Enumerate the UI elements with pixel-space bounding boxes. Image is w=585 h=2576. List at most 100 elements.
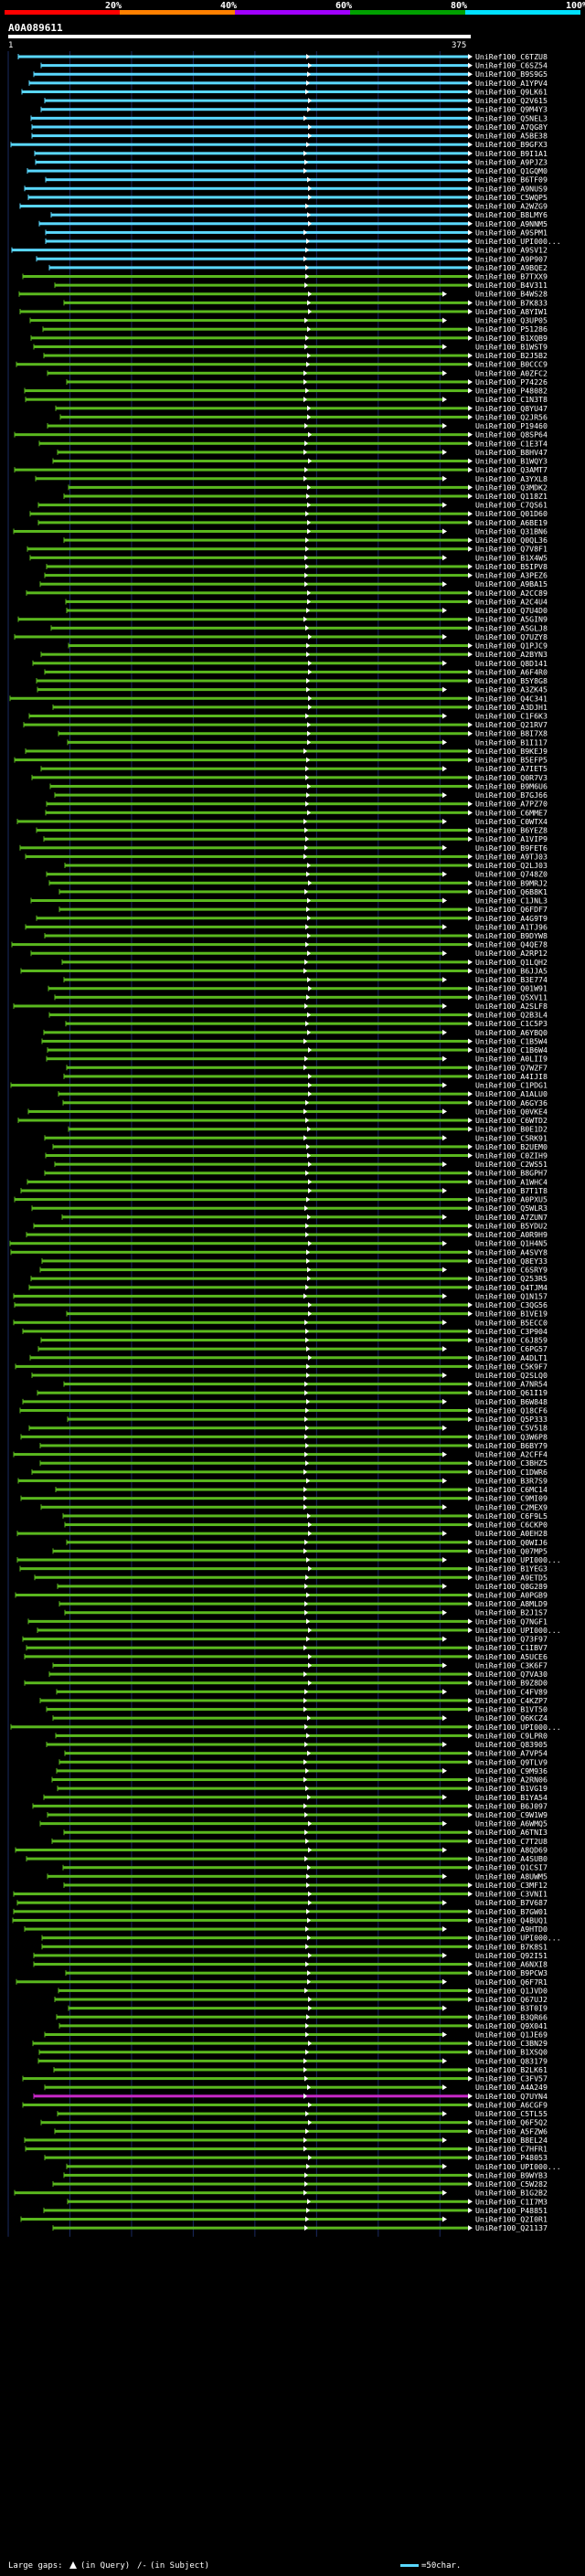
hit-row[interactable]: UniRef100_A4SVY8 [10, 1247, 548, 1256]
hit-label[interactable]: UniRef100_P19460 [475, 421, 548, 430]
hit-alignment-bar[interactable] [14, 1892, 468, 1896]
hit-row[interactable]: UniRef100_Q7U4D0 [66, 606, 548, 615]
hit-alignment-bar[interactable] [28, 1109, 442, 1113]
hit-alignment-bar[interactable] [59, 907, 468, 911]
hit-label[interactable]: UniRef100_C4FV89 [475, 1687, 548, 1696]
hit-label[interactable]: UniRef100_B1WST9 [475, 342, 548, 351]
hit-label[interactable]: UniRef100_C1E3T4 [475, 439, 548, 448]
hit-alignment-bar[interactable] [29, 715, 442, 717]
hit-label[interactable]: UniRef100_A0LII9 [475, 1055, 548, 1064]
hit-row[interactable]: UniRef100_C6PG57 [37, 1344, 548, 1353]
hit-alignment-bar[interactable] [14, 529, 442, 533]
hit-row[interactable]: UniRef100_A7ZUN7 [61, 1213, 548, 1222]
hit-alignment-bar[interactable] [69, 1128, 468, 1131]
hit-alignment-bar[interactable] [66, 599, 468, 603]
hit-alignment-bar[interactable] [59, 1602, 468, 1606]
hit-alignment-bar[interactable] [15, 2191, 442, 2195]
hit-alignment-bar[interactable] [46, 1154, 468, 1157]
hit-label[interactable]: UniRef100_A6NXI8 [475, 1960, 548, 1969]
hit-label[interactable]: UniRef100_A9HTD0 [475, 1924, 548, 1934]
hit-row[interactable]: UniRef100_C1IBV7 [26, 1643, 548, 1652]
hit-row[interactable]: UniRef100_A9ETD5 [34, 1573, 548, 1582]
hit-row[interactable]: UniRef100_A7QG8Y [31, 122, 548, 132]
hit-label[interactable]: UniRef100_B7GW01 [475, 1907, 548, 1916]
hit-row[interactable]: UniRef100_Q8EY33 [41, 1256, 548, 1266]
hit-alignment-bar[interactable] [64, 978, 442, 981]
hit-label[interactable]: UniRef100_B1G2B2 [475, 2189, 548, 2198]
hit-label[interactable]: UniRef100_A6BE19 [475, 518, 548, 527]
hit-alignment-bar[interactable] [37, 1391, 468, 1394]
hit-alignment-bar[interactable] [57, 1690, 442, 1693]
hit-label[interactable]: UniRef100_A7VP54 [475, 1749, 548, 1758]
hit-row[interactable]: UniRef100_B1VE19 [66, 1309, 548, 1319]
hit-row[interactable]: UniRef100_Q83179 [37, 2056, 548, 2065]
hit-label[interactable]: UniRef100_Q6F7R1 [475, 1977, 548, 1987]
hit-row[interactable]: UniRef100_B7GW01 [13, 1907, 548, 1916]
hit-row[interactable]: UniRef100_P48851 [43, 2206, 548, 2215]
hit-row[interactable]: UniRef100_C4FV89 [56, 1687, 548, 1696]
hit-label[interactable]: UniRef100_A6YBQ0 [475, 1028, 548, 1037]
hit-alignment-bar[interactable] [45, 1136, 442, 1140]
hit-row[interactable]: UniRef100_A1WHC4 [27, 1177, 548, 1186]
hit-alignment-bar[interactable] [64, 494, 468, 498]
hit-alignment-bar[interactable] [43, 327, 468, 331]
hit-alignment-bar[interactable] [40, 1822, 442, 1826]
hit-alignment-bar[interactable] [21, 1497, 468, 1500]
hit-row[interactable]: UniRef100_Q1CSI7 [62, 1863, 548, 1872]
hit-label[interactable]: UniRef100_P48053 [475, 2153, 548, 2162]
hit-alignment-bar[interactable] [10, 1242, 442, 1246]
hit-alignment-bar[interactable] [48, 1874, 442, 1878]
hit-label[interactable]: UniRef100_C4KZP7 [475, 1696, 548, 1705]
hit-label[interactable]: UniRef100_Q3MDK2 [475, 482, 548, 492]
hit-row[interactable]: UniRef100_Q61I19 [37, 1388, 548, 1397]
hit-label[interactable]: UniRef100_B8LMY6 [475, 210, 548, 219]
hit-alignment-bar[interactable] [34, 345, 442, 348]
hit-label[interactable]: UniRef100_Q1N157 [475, 1291, 548, 1300]
hit-row[interactable]: UniRef100_Q4TJM4 [28, 1283, 548, 1292]
hit-alignment-bar[interactable] [15, 1303, 468, 1307]
hit-label[interactable]: UniRef100_Q0VKE4 [475, 1107, 548, 1116]
hit-alignment-bar[interactable] [53, 460, 468, 463]
hit-alignment-bar[interactable] [59, 2024, 468, 2028]
hit-alignment-bar[interactable] [58, 1988, 468, 1992]
hit-label[interactable]: UniRef100_A5UCE6 [475, 1652, 548, 1661]
hit-row[interactable]: UniRef100_A3PEZ6 [44, 571, 548, 580]
hit-row[interactable]: UniRef100_C6J859 [40, 1336, 548, 1345]
hit-row[interactable]: UniRef100_Q2SLQ0 [31, 1371, 548, 1380]
hit-row[interactable]: UniRef100_C6MC14 [55, 1485, 548, 1494]
hit-label[interactable]: UniRef100_C6PG57 [475, 1344, 548, 1353]
hit-label[interactable]: UniRef100_UPI000... [475, 1626, 561, 1635]
hit-alignment-bar[interactable] [11, 143, 468, 146]
hit-row[interactable]: UniRef100_Q7UYN4 [33, 2092, 548, 2101]
hit-alignment-bar[interactable] [26, 925, 442, 928]
hit-row[interactable]: UniRef100_A2CFF4 [13, 1450, 548, 1459]
hit-alignment-bar[interactable] [38, 504, 442, 507]
hit-label[interactable]: UniRef100_B5Y8G8 [475, 676, 548, 685]
hit-row[interactable]: UniRef100_B5YDU2 [33, 1221, 548, 1230]
hit-alignment-bar[interactable] [53, 2182, 468, 2186]
hit-alignment-bar[interactable] [33, 2041, 468, 2045]
hit-alignment-bar[interactable] [12, 943, 468, 947]
hit-label[interactable]: UniRef100_A2C4U4 [475, 597, 548, 606]
hit-alignment-bar[interactable] [39, 222, 468, 226]
hit-alignment-bar[interactable] [58, 732, 468, 736]
hit-alignment-bar[interactable] [51, 213, 468, 217]
hit-label[interactable]: UniRef100_Q8YU47 [475, 404, 548, 413]
hit-row[interactable]: UniRef100_A6CGF9 [22, 2100, 548, 2109]
hit-label[interactable]: UniRef100_A7NR54 [475, 1380, 548, 1389]
hit-label[interactable]: UniRef100_B9Z8D0 [475, 1679, 548, 1688]
hit-label[interactable]: UniRef100_A1VIP9 [475, 834, 548, 843]
hit-row[interactable]: UniRef100_A3DJH1 [52, 703, 548, 712]
hit-label[interactable]: UniRef100_Q2V615 [475, 96, 548, 105]
hit-label[interactable]: UniRef100_Q92I51 [475, 1951, 548, 1960]
hit-label[interactable]: UniRef100_Q18CF6 [475, 1405, 548, 1415]
hit-row[interactable]: UniRef100_A6WMQ5 [39, 1819, 548, 1829]
hit-label[interactable]: UniRef100_C6SZ54 [475, 61, 548, 70]
hit-alignment-bar[interactable] [45, 2085, 442, 2089]
hit-label[interactable]: UniRef100_B6W848 [475, 1397, 548, 1406]
hit-alignment-bar[interactable] [40, 582, 442, 586]
hit-label[interactable]: UniRef100_C7QS61 [475, 501, 548, 510]
hit-alignment-bar[interactable] [45, 99, 468, 102]
hit-row[interactable]: UniRef100_UPI000... [45, 237, 561, 246]
hit-label[interactable]: UniRef100_Q5P333 [475, 1415, 548, 1424]
